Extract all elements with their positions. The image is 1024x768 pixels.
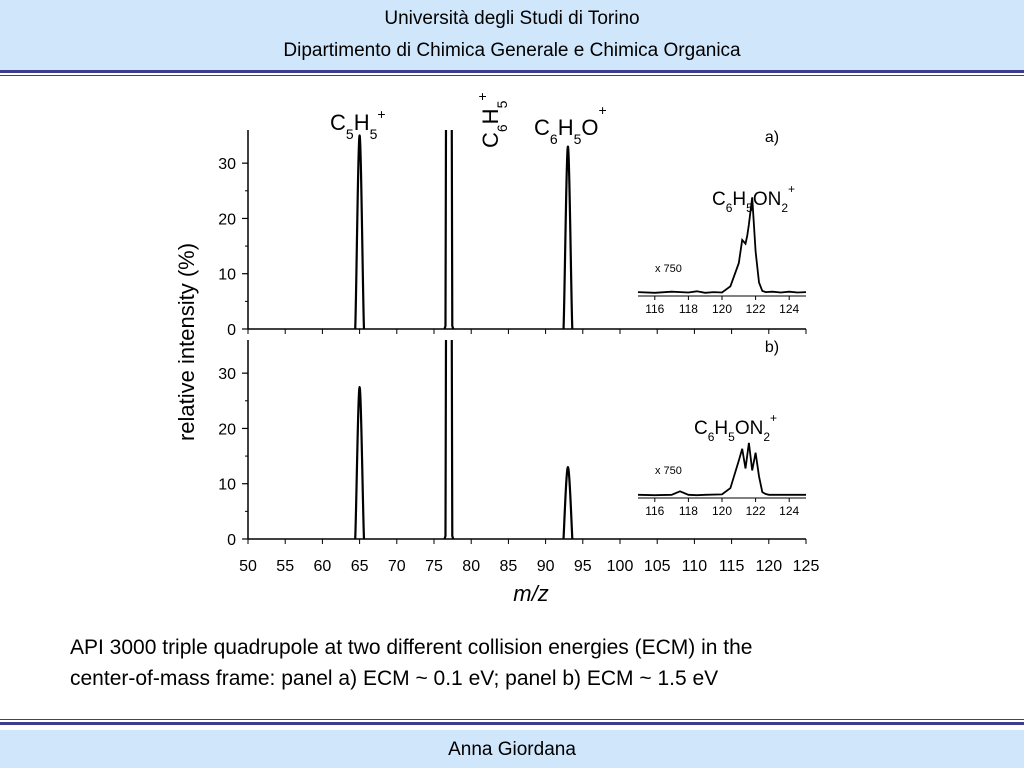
x-tick-label: 50 [239,558,257,575]
inset-x-tick-label: 120 [712,302,732,316]
header-band: Università degli Studi di Torino Diparti… [0,0,1024,72]
ion-label-part: H [354,110,370,135]
x-tick-label: 55 [276,558,294,575]
x-tick-label: 75 [425,558,443,575]
x-tick-label: 85 [500,558,518,575]
inset-multiplier: x 750 [655,465,682,477]
peak-mz-65 [354,385,366,540]
inset-x-tick-label: 118 [679,302,698,316]
ion-label-part: O [581,115,598,140]
header-rule-thin [0,75,1024,76]
ion-label-part: H [478,108,503,124]
inset-ion-part: C [712,189,726,210]
y-tick-label: 0 [227,532,236,549]
figure-caption: API 3000 triple quadrupole at two differ… [70,632,970,694]
panel-label: a) [765,129,779,146]
ion-label-part: + [377,106,385,122]
ion-label-part: 5 [370,126,378,142]
x-tick-label: 80 [462,558,480,575]
x-tick-label: 95 [574,558,592,575]
footer-band: Anna Giordana [0,730,1024,768]
footer-rule-thin [0,719,1024,720]
peak-mz-93 [562,145,574,330]
caption-line-1: API 3000 triple quadrupole at two differ… [70,636,753,659]
caption-line-2: center-of-mass frame: panel a) ECM ~ 0.1… [70,667,719,690]
ion-label-part: 6 [494,124,510,132]
author-name: Anna Giordana [448,739,576,760]
y-tick-label: 30 [218,366,236,383]
ion-label-part: + [599,102,607,118]
inset-ion-part: H [732,189,746,210]
x-tick-label: 70 [388,558,406,575]
x-tick-label: 105 [644,558,671,575]
inset-ion-part: + [770,411,777,425]
y-tick-label: 10 [218,267,236,284]
x-tick-label: 65 [351,558,369,575]
inset-ion-part: 5 [728,430,735,444]
x-tick-label: 120 [755,558,782,575]
panel-label: b) [765,339,779,356]
inset-x-tick-label: 124 [779,302,799,316]
university-name: Università degli Studi di Torino [384,8,640,29]
ion-label-c6h5: C6H5 + [474,92,510,148]
ion-label-part: + [474,92,490,100]
department-name: Dipartimento di Chimica Generale e Chimi… [283,40,741,61]
ion-label-part: C [330,110,346,135]
inset-ion-part: C [694,418,708,439]
y-tick-label: 20 [218,211,236,228]
inset-ion-label: C6H5ON2+ [712,182,795,215]
x-tick-label: 125 [793,558,820,575]
inset-ion-part: 2 [763,430,770,444]
y-axis-title: relative intensity (%) [174,243,199,441]
y-tick-label: 30 [218,156,236,173]
ion-label-part: 5 [494,100,510,108]
inset-x-tick-label: 118 [679,504,698,518]
inset-ion-part: + [788,182,795,196]
ion-label-c5h5: C5H5+ [330,106,386,142]
inset-ion-part: ON [735,418,764,439]
footer-rule-thick [0,722,1024,725]
peak-mz-65 [354,134,366,330]
x-tick-label: 115 [719,558,745,575]
inset-x-tick-label: 122 [746,504,766,518]
x-tick-label: 100 [607,558,634,575]
peak-mz-77 [443,339,455,540]
y-tick-label: 10 [218,477,236,494]
header-rule-thick [0,70,1024,73]
ion-label-part: C [478,132,503,148]
ion-label-part: C [534,115,550,140]
inset-trace [637,197,807,294]
ion-label-part: H [558,115,574,140]
ion-label-c6h5o: C6H5O+ [534,102,607,147]
ion-label-part: 5 [574,131,582,147]
inset-ion-part: H [714,418,728,439]
inset-x-tick-label: 124 [779,504,799,518]
x-tick-label: 90 [537,558,555,575]
inset-multiplier: x 750 [655,263,682,275]
y-tick-label: 20 [218,421,236,438]
inset-ion-part: 6 [726,201,733,215]
peak-mz-93 [562,466,574,540]
inset-x-tick-label: 116 [645,504,664,518]
inset-ion-part: 6 [708,430,715,444]
inset-ion-part: 5 [746,201,753,215]
x-axis-title: m/z [513,581,548,606]
inset-ion-part: ON [753,189,782,210]
peak-mz-77 [443,129,455,330]
inset-ion-part: 2 [781,201,788,215]
y-tick-label: 0 [227,322,236,339]
x-tick-label: 60 [314,558,332,575]
inset-trace [637,442,806,497]
ion-label-part: 5 [346,126,354,142]
x-tick-label: 110 [682,558,708,575]
ion-label-part: 6 [550,131,558,147]
inset-x-tick-label: 120 [712,504,732,518]
inset-ion-label: C6H5ON2+ [694,411,777,444]
inset-x-tick-label: 122 [746,302,766,316]
inset-x-tick-label: 116 [645,302,664,316]
